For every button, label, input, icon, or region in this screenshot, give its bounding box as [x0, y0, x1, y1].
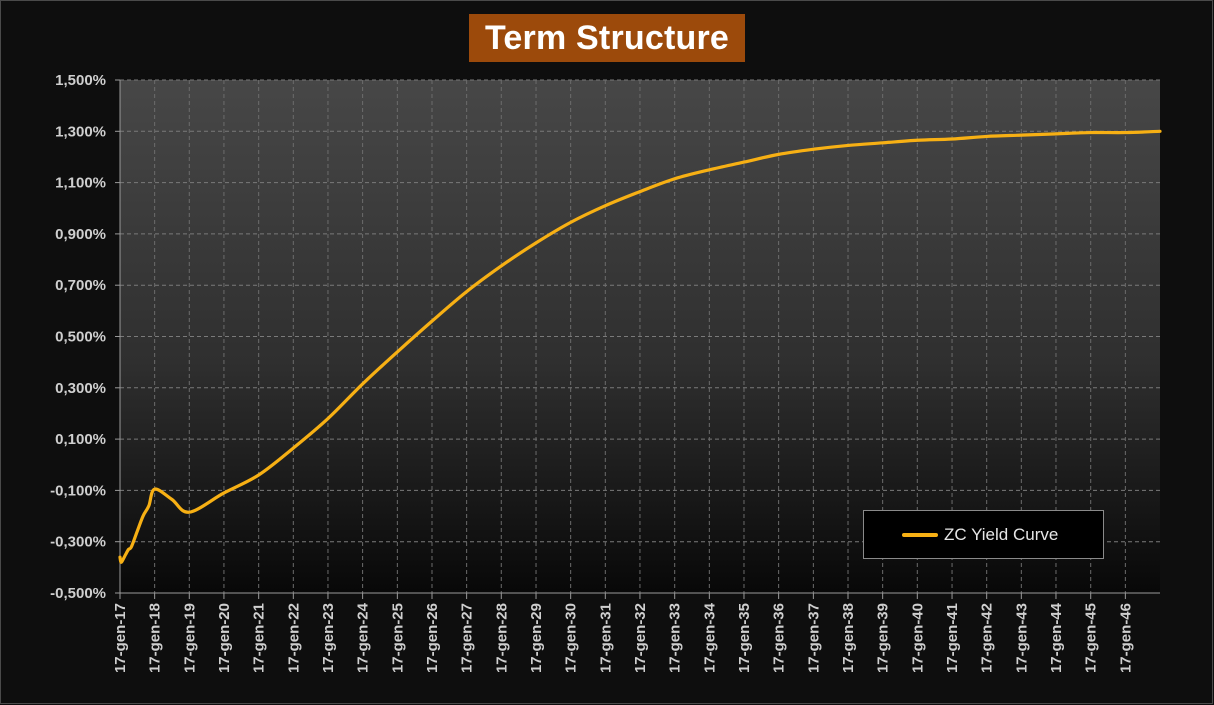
x-tick-label: 17-gen-19: [181, 603, 198, 673]
x-tick-label: 17-gen-25: [389, 603, 406, 673]
series-line-zc-yield-curve: [118, 129, 1162, 564]
legend-label: ZC Yield Curve: [944, 524, 1059, 544]
axes: [115, 79, 1160, 599]
x-tick-label: 17-gen-21: [251, 603, 268, 673]
x-tick-label: 17-gen-35: [736, 603, 753, 673]
x-tick-label: 17-gen-29: [528, 603, 545, 673]
series-layer: [118, 129, 1162, 564]
y-tick-label: 1,300%: [55, 123, 106, 140]
x-tick-label: 17-gen-37: [805, 603, 822, 673]
y-tick-label: 0,900%: [55, 226, 106, 243]
chart-title: Term Structure: [484, 18, 729, 57]
y-tick-label: 0,500%: [55, 329, 106, 346]
x-tick-label: 17-gen-23: [320, 603, 337, 673]
x-tick-label: 17-gen-42: [979, 603, 996, 673]
x-tick-label: 17-gen-30: [563, 603, 580, 673]
x-tick-label: 17-gen-40: [909, 603, 926, 673]
x-tick-label: 17-gen-39: [875, 603, 892, 673]
chart-title-box: Term Structure: [469, 14, 745, 62]
y-tick-label: 1,500%: [55, 72, 106, 89]
x-tick-label: 17-gen-27: [459, 603, 476, 673]
x-tick-label: 17-gen-20: [216, 603, 233, 673]
x-tick-label: 17-gen-24: [355, 602, 372, 673]
x-tick-label: 17-gen-32: [632, 603, 649, 673]
x-tick-label: 17-gen-34: [701, 602, 718, 673]
x-tick-label: 17-gen-41: [944, 603, 961, 673]
x-tick-label: 17-gen-26: [424, 603, 441, 673]
legend-swatch-line: [902, 532, 938, 537]
x-tick-label: 17-gen-46: [1117, 603, 1134, 673]
y-tick-label: -0,100%: [50, 482, 106, 499]
y-tick-label: -0,300%: [50, 534, 106, 551]
x-tick-label: 17-gen-36: [771, 603, 788, 673]
x-tick-label: 17-gen-22: [285, 603, 302, 673]
grid-lines: [120, 79, 1160, 593]
x-tick-label: 17-gen-43: [1013, 603, 1030, 673]
y-axis-tick-labels: -0,500% -0,300% -0,100% 0,100% 0,300% 0,500% 0…: [50, 72, 106, 602]
x-tick-label: 17-gen-38: [840, 603, 857, 673]
y-tick-label: 0,300%: [55, 380, 106, 397]
x-tick-label: 17-gen-17: [112, 603, 129, 673]
x-tick-label: 17-gen-45: [1083, 603, 1100, 673]
y-tick-label: -0,500%: [50, 585, 106, 602]
legend: ZC Yield Curve: [863, 510, 1104, 559]
y-tick-label: 0,700%: [55, 277, 106, 294]
x-tick-label: 17-gen-31: [597, 603, 614, 673]
x-tick-label: 17-gen-44: [1048, 602, 1065, 673]
y-tick-label: 0,100%: [55, 431, 106, 448]
x-tick-label: 17-gen-33: [667, 603, 684, 673]
x-tick-label: 17-gen-28: [493, 603, 510, 673]
x-axis-tick-labels: 17-gen-17 17-gen-18 17-gen-19 17-gen-20 17-g…: [112, 602, 1134, 673]
y-tick-label: 1,100%: [55, 175, 106, 192]
x-tick-label: 17-gen-18: [147, 603, 164, 673]
